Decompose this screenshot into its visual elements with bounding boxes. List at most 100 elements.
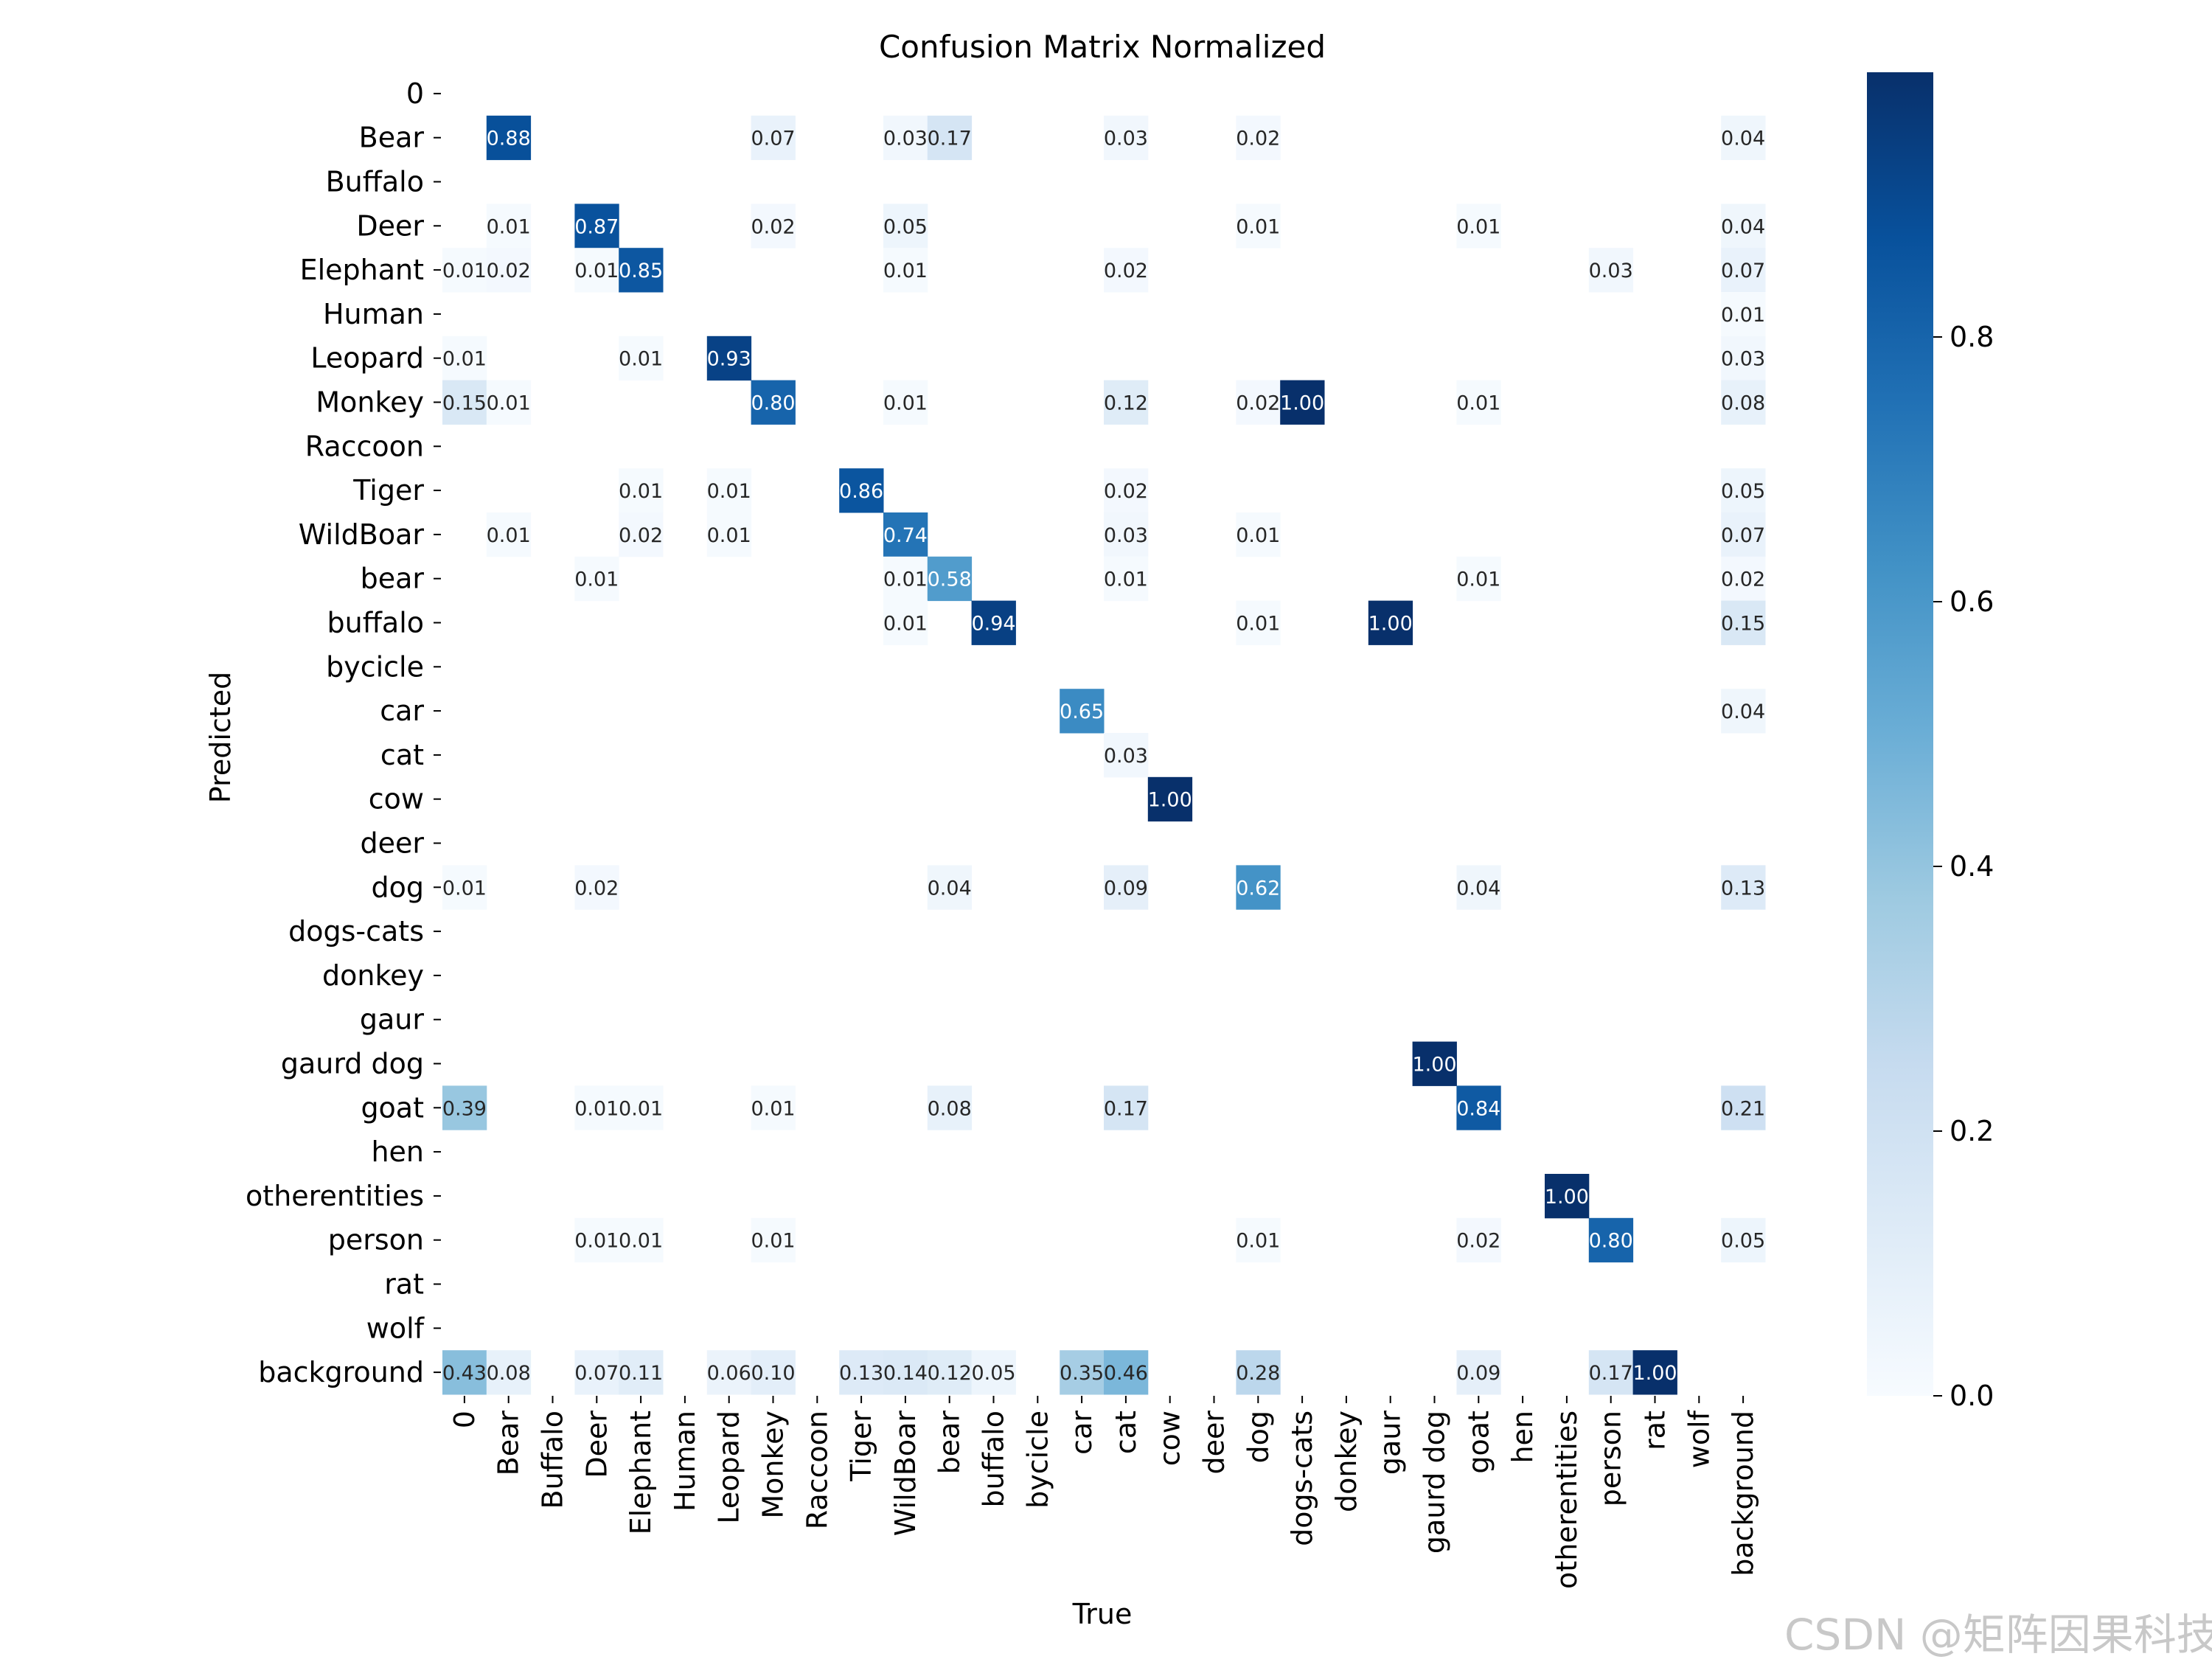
cell-value-label: 0.01 [619, 1097, 663, 1120]
cell-rect [883, 204, 928, 248]
matrix-cell: 0.35 [1060, 1350, 1105, 1395]
cell-value-label: 0.03 [883, 128, 928, 150]
cell-value-label: 0.80 [1589, 1230, 1633, 1253]
matrix-cell: 0.01 [1456, 380, 1501, 425]
matrix-cell: 0.01 [1236, 512, 1281, 557]
cell-rect [751, 115, 796, 161]
matrix-cell: 1.00 [1412, 1041, 1457, 1086]
cell-rect [574, 248, 619, 293]
cell-value-label: 0.02 [1236, 128, 1280, 150]
matrix-cell: 0.01 [442, 248, 487, 293]
cell-rect [1236, 1350, 1281, 1395]
cell-rect [1236, 204, 1281, 248]
cell-rect [1104, 512, 1149, 557]
matrix-cell: 0.07 [1721, 512, 1766, 557]
matrix-cell: 0.02 [751, 204, 796, 248]
cell-rect [1545, 1174, 1590, 1219]
cell-rect [442, 1085, 487, 1130]
cell-value-label: 1.00 [1368, 613, 1413, 636]
cell-value-label: 0.09 [1104, 877, 1148, 900]
matrix-cell: 0.09 [1104, 865, 1149, 910]
cell-value-label: 0.02 [1104, 480, 1148, 503]
cell-value-label: 0.94 [971, 613, 1015, 636]
cell-rect [1104, 865, 1149, 910]
cell-rect [971, 1350, 1016, 1395]
matrix-cell: 0.01 [1721, 292, 1766, 337]
matrix-cell: 0.01 [619, 1085, 664, 1130]
cell-value-label: 0.01 [487, 392, 531, 415]
x-tick-label: Monkey [757, 1411, 790, 1519]
cell-rect [619, 248, 664, 293]
cell-rect [1456, 865, 1501, 910]
y-tick-label: cat [380, 739, 424, 771]
cell-rect [1721, 689, 1766, 734]
cell-rect [883, 380, 928, 425]
cell-value-label: 1.00 [1280, 392, 1324, 415]
cell-value-label: 0.05 [883, 215, 928, 238]
cell-rect [1236, 865, 1281, 910]
x-tick-label: dog [1242, 1411, 1274, 1464]
y-tick-label: bear [361, 563, 425, 595]
x-tick-label: WildBoar [889, 1411, 922, 1537]
cell-rect [442, 865, 487, 910]
cell-rect [574, 204, 619, 248]
cell-value-label: 0.04 [1456, 877, 1500, 900]
cell-value-label: 1.00 [1148, 789, 1192, 812]
matrix-cell: 0.01 [1456, 556, 1501, 602]
cell-rect [574, 1085, 619, 1130]
cell-rect [839, 468, 884, 513]
colorbar-tick-label: 0.2 [1950, 1115, 1994, 1147]
x-tick-label: rat [1639, 1411, 1672, 1450]
cell-rect [1721, 115, 1766, 161]
matrix-cell: 0.04 [1721, 115, 1766, 161]
cell-rect [883, 600, 928, 645]
cell-value-label: 0.02 [1456, 1230, 1500, 1253]
cell-rect [706, 468, 752, 513]
y-tick-label: bycicle [326, 650, 424, 683]
cell-value-label: 0.01 [487, 524, 531, 547]
cell-rect [971, 600, 1016, 645]
matrix-cell: 0.04 [1721, 689, 1766, 734]
matrix-cell: 0.17 [928, 115, 973, 161]
cell-value-label: 0.08 [1721, 392, 1765, 415]
x-tick-label: gaur [1374, 1411, 1407, 1475]
cell-rect [1104, 248, 1149, 293]
cell-rect [1721, 204, 1766, 248]
cell-rect [1104, 1085, 1149, 1130]
cell-value-label: 0.21 [1721, 1097, 1765, 1120]
matrix-cell: 1.00 [1280, 380, 1325, 425]
y-tick-labels: 0 Bear Buffalo Deer Elephant Human Leopard Monk… [246, 77, 441, 1388]
cell-value-label: 0.03 [1104, 745, 1148, 768]
cell-value-label: 0.01 [751, 1097, 795, 1120]
cell-rect [442, 380, 487, 425]
matrix-cell: 0.06 [707, 1350, 752, 1395]
matrix-cell: 0.01 [574, 1217, 619, 1263]
x-tick-label: Elephant [625, 1411, 657, 1534]
cell-rect [883, 248, 928, 293]
x-tick-label: background [1727, 1411, 1759, 1576]
cell-rect [1721, 292, 1766, 337]
cell-value-label: 0.01 [1236, 613, 1280, 636]
cell-rect [927, 1085, 973, 1130]
y-tick-label: wolf [366, 1312, 425, 1344]
watermark-text: CSDN @矩阵因果科技 [1784, 1610, 2212, 1660]
cell-rect [1236, 380, 1281, 425]
y-tick-label: car [380, 695, 424, 727]
cell-value-label: 0.01 [442, 260, 487, 282]
cell-value-label: 0.46 [1104, 1362, 1148, 1385]
y-tick-label: 0 [406, 77, 424, 110]
cell-value-label: 0.01 [1456, 392, 1500, 415]
matrix-cell: 0.01 [487, 512, 532, 557]
matrix-cell: 0.03 [1104, 733, 1149, 778]
matrix-cell: 0.01 [883, 248, 928, 293]
x-tick-label: cat [1110, 1411, 1142, 1454]
cell-value-label: 0.02 [1236, 392, 1280, 415]
matrix-cell: 0.01 [1456, 204, 1501, 248]
x-tick-label: cow [1154, 1411, 1186, 1466]
cell-rect [1060, 689, 1105, 734]
cell-value-label: 0.07 [751, 128, 795, 150]
matrix-cell: 0.02 [619, 512, 664, 557]
cell-value-label: 0.07 [1721, 524, 1765, 547]
x-tick-label: person [1595, 1411, 1627, 1506]
